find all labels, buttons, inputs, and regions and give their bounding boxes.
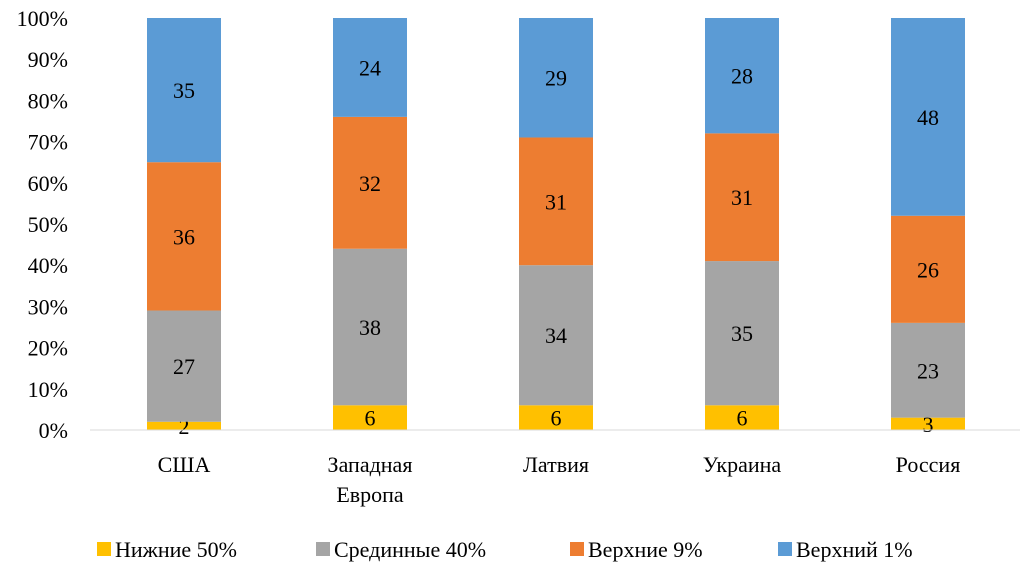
legend-label: Верхний 1% xyxy=(796,537,913,562)
legend-swatch xyxy=(570,542,584,556)
y-tick-label: 20% xyxy=(28,336,68,361)
data-label: 36 xyxy=(173,224,195,249)
legend-swatch xyxy=(316,542,330,556)
data-label: 31 xyxy=(731,185,753,210)
bar-segment xyxy=(333,116,407,249)
y-tick-label: 40% xyxy=(28,253,68,278)
bar-segment xyxy=(705,133,779,262)
x-tick-label: Латвия xyxy=(523,452,589,477)
bar-segment xyxy=(705,261,779,406)
bar-segment xyxy=(705,405,779,430)
x-tick-label: США xyxy=(158,452,211,477)
bar-segment xyxy=(891,322,965,418)
y-tick-label: 10% xyxy=(28,377,68,402)
y-tick-label: 80% xyxy=(28,88,68,113)
bar-segment xyxy=(147,310,221,422)
data-label: 35 xyxy=(731,321,753,346)
legend-swatch xyxy=(97,542,111,556)
bars: 2 27 36 35 6 38 32 24 6 34 31 29 6 35 31 28 3 23 26 48 xyxy=(147,18,965,439)
data-label: 27 xyxy=(173,354,195,379)
data-label: 3 xyxy=(923,412,934,437)
x-tick-label: Европа xyxy=(336,482,404,507)
bar-segment xyxy=(519,405,593,430)
y-axis: 0% 10% 20% 30% 40% 50% 60% 70% 80% 90% 100% xyxy=(17,6,68,443)
bar-segment xyxy=(891,215,965,323)
data-label: 28 xyxy=(731,64,753,89)
y-tick-label: 100% xyxy=(17,6,68,31)
data-label: 31 xyxy=(545,189,567,214)
data-label: 38 xyxy=(359,315,381,340)
x-tick-label: Россия xyxy=(896,452,961,477)
data-label: 24 xyxy=(359,55,381,80)
legend-item: Верхний 1% xyxy=(778,537,913,562)
y-tick-label: 50% xyxy=(28,212,68,237)
bar-segment xyxy=(891,417,965,430)
data-label: 34 xyxy=(545,323,567,348)
x-tick-label: Украина xyxy=(703,452,782,477)
legend: Нижние 50% Срединные 40% Верхние 9% Верхний… xyxy=(97,537,913,562)
y-tick-label: 0% xyxy=(39,418,68,443)
bar-segment xyxy=(519,18,593,138)
data-label: 2 xyxy=(179,414,190,439)
data-label: 48 xyxy=(917,105,939,130)
bar-segment xyxy=(519,265,593,406)
legend-item: Срединные 40% xyxy=(316,537,486,562)
legend-swatch xyxy=(778,542,792,556)
data-label: 6 xyxy=(551,406,562,431)
data-label: 35 xyxy=(173,78,195,103)
bar-segment xyxy=(147,18,221,163)
legend-item: Нижние 50% xyxy=(97,537,237,562)
data-label: 6 xyxy=(365,406,376,431)
legend-item: Верхние 9% xyxy=(570,537,703,562)
bar-segment xyxy=(519,137,593,266)
data-label: 23 xyxy=(917,358,939,383)
bar-segment xyxy=(333,18,407,117)
bar-segment xyxy=(147,162,221,311)
data-label: 32 xyxy=(359,171,381,196)
y-tick-label: 30% xyxy=(28,294,68,319)
y-tick-label: 70% xyxy=(28,130,68,155)
x-axis: США Западная Европа Латвия Украина Россия xyxy=(158,452,961,507)
bar-segment xyxy=(891,18,965,216)
legend-label: Срединные 40% xyxy=(334,537,486,562)
data-label: 29 xyxy=(545,66,567,91)
bar-segment xyxy=(147,421,221,430)
legend-label: Верхние 9% xyxy=(588,537,703,562)
y-tick-label: 90% xyxy=(28,47,68,72)
data-label: 26 xyxy=(917,257,939,282)
y-tick-label: 60% xyxy=(28,171,68,196)
x-tick-label: Западная xyxy=(328,452,413,477)
legend-label: Нижние 50% xyxy=(115,537,237,562)
bar-segment xyxy=(333,405,407,430)
data-label: 6 xyxy=(737,406,748,431)
bar-segment xyxy=(333,248,407,406)
bar-segment xyxy=(705,18,779,134)
